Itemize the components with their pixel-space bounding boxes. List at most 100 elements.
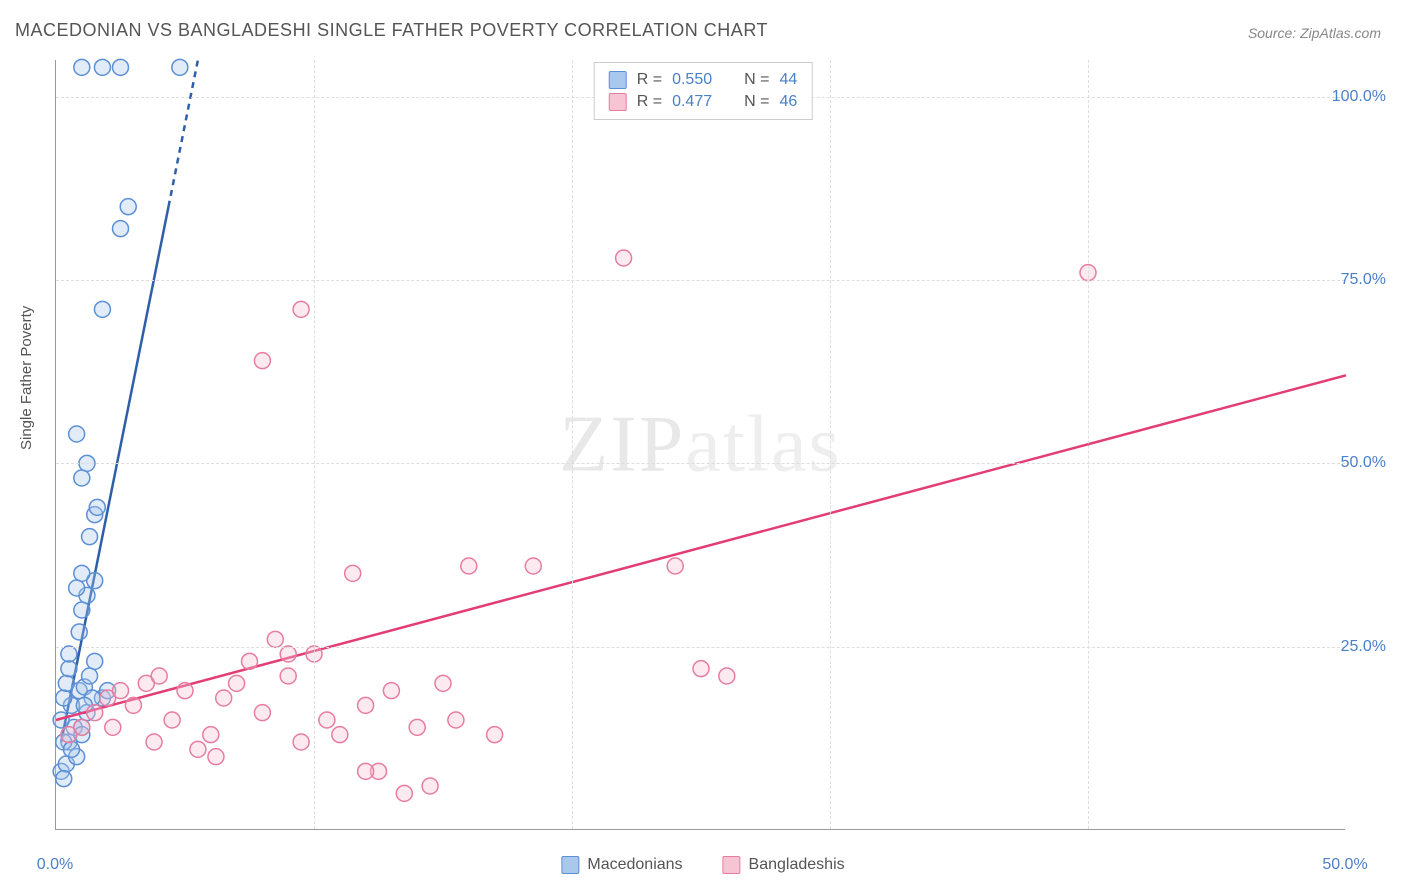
- data-point: [280, 668, 296, 684]
- data-point: [667, 558, 683, 574]
- legend-r-label: R =: [637, 71, 662, 89]
- data-point: [120, 199, 136, 215]
- legend-series-label: Macedonians: [587, 856, 682, 874]
- data-point: [435, 675, 451, 691]
- data-point: [409, 719, 425, 735]
- scatter-svg: [56, 60, 1345, 829]
- source-label: Source: ZipAtlas.com: [1248, 25, 1381, 41]
- data-point: [113, 59, 129, 75]
- data-point: [125, 697, 141, 713]
- data-point: [61, 646, 77, 662]
- gridline-vertical: [572, 60, 573, 829]
- gridline-horizontal: [56, 280, 1345, 281]
- y-tick-label: 75.0%: [1341, 271, 1386, 289]
- y-tick-label: 25.0%: [1341, 638, 1386, 656]
- trendline-dashed: [168, 60, 197, 207]
- data-point: [345, 565, 361, 581]
- gridline-horizontal: [56, 647, 1345, 648]
- data-point: [63, 741, 79, 757]
- data-point: [94, 59, 110, 75]
- plot-area: ZIPatlas: [55, 60, 1345, 830]
- chart-title: MACEDONIAN VS BANGLADESHI SINGLE FATHER …: [15, 20, 768, 41]
- data-point: [267, 631, 283, 647]
- data-point: [525, 558, 541, 574]
- data-point: [358, 697, 374, 713]
- data-point: [56, 771, 72, 787]
- data-point: [58, 675, 74, 691]
- legend-n-value: 46: [779, 93, 797, 111]
- legend-swatch: [609, 71, 627, 89]
- data-point: [56, 690, 72, 706]
- data-point: [94, 301, 110, 317]
- data-point: [74, 565, 90, 581]
- data-point: [82, 529, 98, 545]
- data-point: [74, 602, 90, 618]
- data-point: [61, 661, 77, 677]
- data-point: [242, 653, 258, 669]
- data-point: [172, 59, 188, 75]
- gridline-vertical: [830, 60, 831, 829]
- y-tick-label: 50.0%: [1341, 454, 1386, 472]
- data-point: [87, 705, 103, 721]
- data-point: [164, 712, 180, 728]
- legend-series-label: Bangladeshis: [749, 856, 845, 874]
- data-point: [422, 778, 438, 794]
- data-point: [87, 653, 103, 669]
- legend-series-item: Bangladeshis: [723, 856, 845, 874]
- data-point: [74, 470, 90, 486]
- data-point: [487, 727, 503, 743]
- data-point: [208, 749, 224, 765]
- gridline-horizontal: [56, 463, 1345, 464]
- data-point: [190, 741, 206, 757]
- data-point: [53, 712, 69, 728]
- legend-r-label: R =: [637, 93, 662, 111]
- data-point: [177, 683, 193, 699]
- data-point: [69, 426, 85, 442]
- data-point: [105, 719, 121, 735]
- data-point: [693, 661, 709, 677]
- legend-correlation: R =0.550N =44R =0.477N =46: [594, 62, 813, 120]
- data-point: [616, 250, 632, 266]
- data-point: [216, 690, 232, 706]
- data-point: [332, 727, 348, 743]
- data-point: [461, 558, 477, 574]
- legend-r-value: 0.477: [672, 93, 712, 111]
- data-point: [448, 712, 464, 728]
- data-point: [254, 353, 270, 369]
- data-point: [113, 683, 129, 699]
- data-point: [69, 580, 85, 596]
- data-point: [113, 221, 129, 237]
- legend-n-value: 44: [779, 71, 797, 89]
- data-point: [383, 683, 399, 699]
- data-point: [89, 499, 105, 515]
- y-axis-label: Single Father Poverty: [18, 306, 35, 450]
- x-tick-label: 50.0%: [1322, 856, 1367, 874]
- data-point: [396, 785, 412, 801]
- legend-series-item: Macedonians: [561, 856, 682, 874]
- legend-swatch: [561, 856, 579, 874]
- gridline-vertical: [1088, 60, 1089, 829]
- data-point: [293, 301, 309, 317]
- data-point: [254, 705, 270, 721]
- legend-series: Macedonians Bangladeshis: [561, 856, 844, 874]
- data-point: [229, 675, 245, 691]
- legend-swatch: [609, 93, 627, 111]
- y-tick-label: 100.0%: [1332, 88, 1386, 106]
- legend-correlation-row: R = 0.477 N = 46: [609, 91, 798, 113]
- data-point: [319, 712, 335, 728]
- legend-correlation-row: R =0.550N =44: [609, 69, 798, 91]
- data-point: [146, 734, 162, 750]
- data-point: [71, 624, 87, 640]
- data-point: [82, 668, 98, 684]
- data-point: [151, 668, 167, 684]
- data-point: [293, 734, 309, 750]
- legend-n-label: N =: [744, 93, 769, 111]
- data-point: [74, 59, 90, 75]
- gridline-vertical: [314, 60, 315, 829]
- data-point: [74, 719, 90, 735]
- x-tick-label: 0.0%: [37, 856, 73, 874]
- data-point: [280, 646, 296, 662]
- data-point: [358, 763, 374, 779]
- data-point: [719, 668, 735, 684]
- data-point: [203, 727, 219, 743]
